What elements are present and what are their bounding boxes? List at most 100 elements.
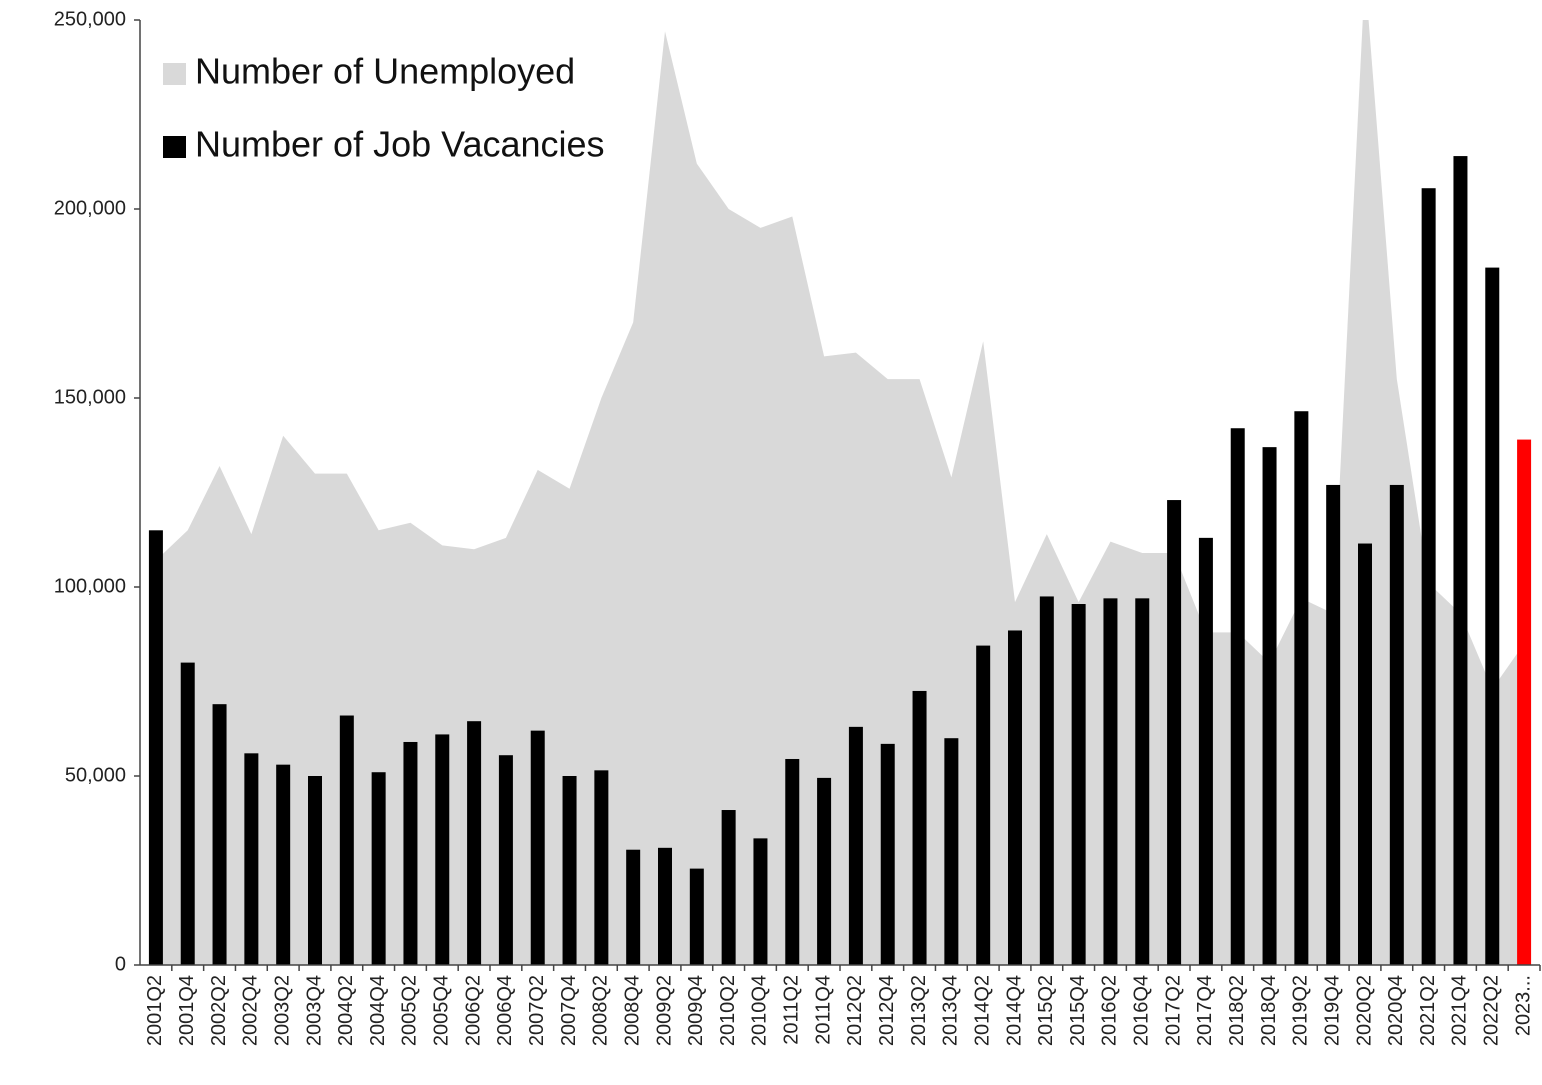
x-tick-label: 2019Q4 xyxy=(1321,975,1343,1046)
y-tick-label: 0 xyxy=(115,953,126,975)
x-tick-label: 2011Q2 xyxy=(781,975,803,1045)
x-tick-label: 2018Q4 xyxy=(1258,975,1280,1046)
x-tick-label: 2016Q4 xyxy=(1131,975,1153,1046)
x-tick-label: 2006Q2 xyxy=(462,975,484,1046)
x-tick-label: 2007Q2 xyxy=(526,975,548,1046)
x-tick-label: 2017Q2 xyxy=(1162,975,1184,1046)
bar xyxy=(308,776,322,965)
x-tick-label: 2022Q2 xyxy=(1481,975,1503,1046)
x-tick-label: 2015Q4 xyxy=(1067,975,1089,1046)
x-tick-label: 2010Q2 xyxy=(717,975,739,1046)
bar xyxy=(817,777,832,965)
x-tick-label: 2015Q2 xyxy=(1035,975,1057,1046)
y-tick-label: 100,000 xyxy=(54,575,126,597)
x-tick-label: 2004Q4 xyxy=(367,975,389,1046)
bar xyxy=(848,726,863,965)
bar xyxy=(753,838,768,965)
bar xyxy=(1294,411,1309,966)
x-tick-label: 2008Q2 xyxy=(590,975,612,1046)
bar xyxy=(1230,428,1245,965)
bar xyxy=(944,738,959,965)
x-tick-label: 2005Q4 xyxy=(431,975,453,1046)
bar xyxy=(212,704,227,965)
x-tick-label: 2007Q4 xyxy=(558,975,580,1046)
bar xyxy=(689,868,704,965)
bar xyxy=(1453,156,1468,965)
area xyxy=(155,20,1525,965)
bar xyxy=(1389,484,1404,965)
bar xyxy=(785,758,800,965)
x-tick-label: 2016Q2 xyxy=(1099,975,1121,1046)
bar xyxy=(467,721,482,965)
x-tick-label: 2001Q4 xyxy=(176,975,198,1046)
x-tick-label: 2013Q2 xyxy=(908,975,930,1046)
x-tick-label: 2017Q4 xyxy=(1194,975,1216,1046)
x-tick-label: 2003Q2 xyxy=(271,975,293,1046)
bar xyxy=(880,743,895,965)
y-tick-label: 250,000 xyxy=(54,8,126,30)
bar xyxy=(435,734,450,965)
bar xyxy=(1517,439,1532,966)
bar xyxy=(1008,630,1022,965)
x-tick-label: 2012Q2 xyxy=(844,975,866,1046)
x-tick-label: 2005Q2 xyxy=(399,975,421,1046)
bar xyxy=(371,772,386,965)
legend-label: Number of Unemployed xyxy=(195,51,575,92)
y-tick-label: 150,000 xyxy=(54,386,126,408)
bar xyxy=(1326,484,1341,965)
y-tick-label: 50,000 xyxy=(65,764,126,786)
bar xyxy=(562,776,577,965)
bar xyxy=(721,810,736,965)
x-tick-label: 2006Q4 xyxy=(494,975,516,1046)
bar xyxy=(1103,598,1118,965)
bar xyxy=(403,741,418,965)
bar xyxy=(244,753,259,965)
x-tick-label: 2009Q4 xyxy=(685,975,707,1046)
legend-label: Number of Job Vacancies xyxy=(195,124,605,165)
y-tick-label: 200,000 xyxy=(54,197,126,219)
x-tick-label: 2001Q2 xyxy=(144,975,166,1046)
x-tick-label: 2003Q4 xyxy=(303,975,325,1046)
x-tick-label: 2014Q2 xyxy=(971,975,993,1046)
x-tick-label: 2020Q2 xyxy=(1353,975,1375,1046)
x-tick-label: 2021Q4 xyxy=(1449,975,1471,1046)
bar xyxy=(1358,543,1372,965)
bar xyxy=(912,690,927,965)
area-layer xyxy=(155,20,1525,965)
bar xyxy=(339,715,354,965)
x-tick-label: 2012Q4 xyxy=(876,975,898,1046)
bar xyxy=(530,730,545,965)
legend-swatch xyxy=(163,136,186,158)
bar xyxy=(1262,447,1277,965)
bar xyxy=(1485,267,1500,966)
x-tick-label: 2019Q2 xyxy=(1290,975,1312,1046)
bar xyxy=(594,770,609,965)
x-tick-label: 2014Q4 xyxy=(1003,975,1025,1046)
bar xyxy=(976,645,991,965)
x-tick-label: 2004Q2 xyxy=(335,975,357,1046)
bar xyxy=(1135,598,1150,965)
bar xyxy=(1071,604,1086,965)
x-tick-label: 2020Q4 xyxy=(1385,975,1407,1046)
x-tick-label: 2009Q2 xyxy=(653,975,675,1046)
bar xyxy=(626,849,641,965)
x-tick-label: 2002Q4 xyxy=(240,975,262,1046)
bar xyxy=(180,662,195,965)
x-tick-label: 2002Q2 xyxy=(208,975,230,1046)
bar xyxy=(148,530,163,965)
x-tick-label: 2010Q4 xyxy=(749,975,771,1046)
x-tick-label: 2023... xyxy=(1512,975,1534,1036)
x-tick-label: 2013Q4 xyxy=(940,975,962,1046)
legend-swatch xyxy=(163,63,186,85)
bar xyxy=(1167,500,1182,965)
bar xyxy=(498,755,513,965)
bar xyxy=(658,847,672,965)
bar xyxy=(1421,188,1436,965)
bar xyxy=(276,764,291,965)
bar xyxy=(1198,537,1213,965)
x-tick-label: 2021Q2 xyxy=(1417,975,1439,1046)
x-tick-label: 2008Q4 xyxy=(621,975,643,1046)
x-tick-label: 2018Q2 xyxy=(1226,975,1248,1046)
